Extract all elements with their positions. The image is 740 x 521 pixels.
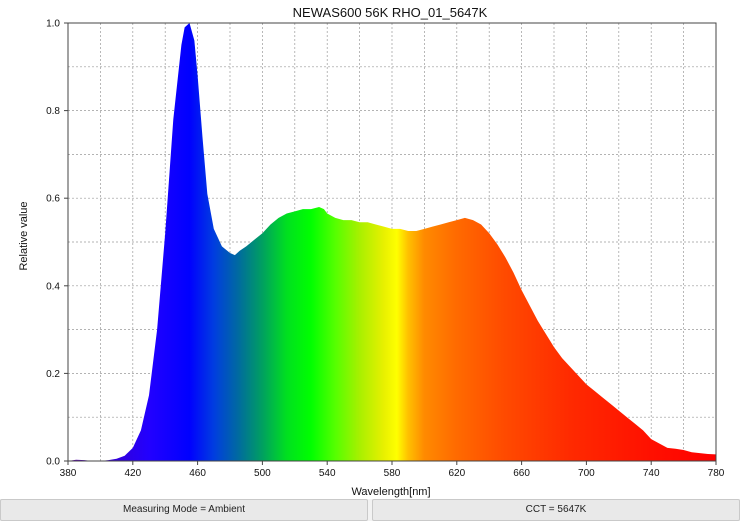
y-tick-label: 0.8 xyxy=(46,106,60,117)
chart-title: NEWAS600 56K RHO_01_5647K xyxy=(293,5,488,20)
x-tick-label: 420 xyxy=(124,468,141,479)
x-tick-label: 540 xyxy=(319,468,336,479)
spectrum-area xyxy=(68,23,716,461)
y-tick-label: 0.6 xyxy=(46,194,60,205)
x-tick-label: 620 xyxy=(448,468,465,479)
x-axis-ticks: 380 420 460 500 540 580 620 660 700 740 780 xyxy=(60,461,725,479)
y-axis-label: Relative value xyxy=(18,201,30,270)
cct-status: CCT = 5647K xyxy=(372,499,740,521)
x-tick-label: 460 xyxy=(189,468,206,479)
y-tick-label: 0.2 xyxy=(46,369,60,380)
x-tick-label: 500 xyxy=(254,468,271,479)
x-tick-label: 580 xyxy=(384,468,401,479)
x-axis-label: Wavelength[nm] xyxy=(351,486,430,498)
x-tick-label: 700 xyxy=(578,468,595,479)
y-tick-label: 0.0 xyxy=(46,457,60,468)
status-bar: Measuring Mode = Ambient CCT = 5647K xyxy=(0,499,740,521)
x-tick-label: 780 xyxy=(708,468,725,479)
x-tick-label: 740 xyxy=(643,468,660,479)
y-tick-label: 0.4 xyxy=(46,281,60,292)
x-tick-label: 380 xyxy=(60,468,77,479)
measuring-mode-status: Measuring Mode = Ambient xyxy=(0,499,368,521)
y-axis-ticks: 0.0 0.2 0.4 0.6 0.8 1.0 xyxy=(46,19,68,468)
spectrum-chart: NEWAS600 56K RHO_01_5647K 380 420 460 500 54… xyxy=(18,5,725,498)
x-tick-label: 660 xyxy=(513,468,530,479)
y-tick-label: 1.0 xyxy=(46,19,60,30)
